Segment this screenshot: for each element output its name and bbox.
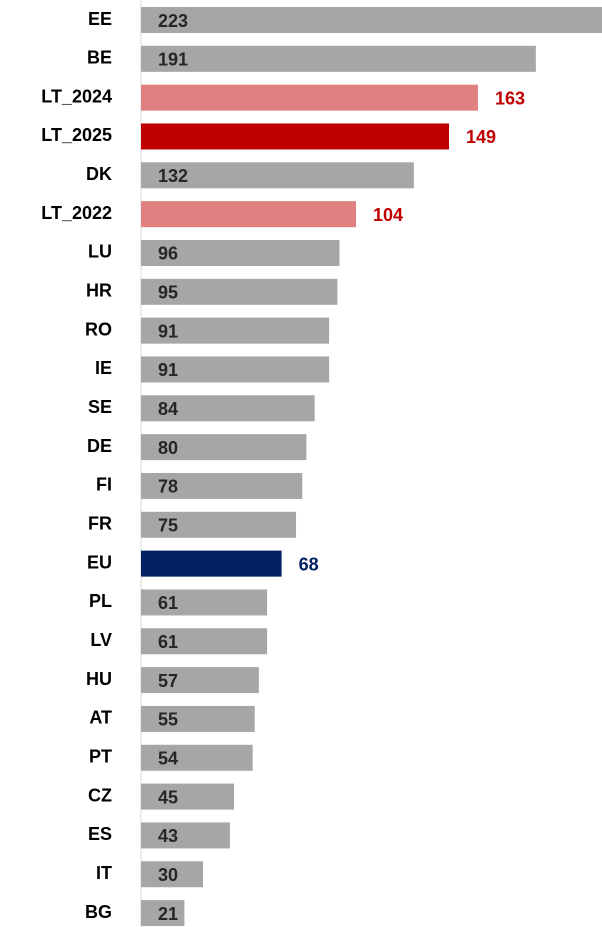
value-label: 61 — [158, 632, 178, 652]
category-label: DE — [87, 436, 112, 456]
bar — [141, 900, 185, 927]
bar — [141, 239, 340, 266]
category-label: BG — [85, 902, 112, 922]
bar — [141, 45, 536, 72]
bar — [141, 628, 268, 655]
bar — [141, 317, 330, 344]
category-label: LT_2025 — [41, 125, 112, 145]
value-label: 61 — [158, 593, 178, 613]
bar — [141, 395, 315, 422]
bar — [141, 356, 330, 383]
category-label: LV — [90, 630, 112, 650]
bar — [141, 7, 602, 33]
value-label: 96 — [158, 244, 178, 264]
value-label: 95 — [158, 283, 178, 303]
bar — [141, 861, 204, 888]
category-label: FI — [96, 475, 112, 495]
category-label: LT_2024 — [41, 86, 112, 106]
category-label: LT_2022 — [41, 203, 112, 223]
bar — [141, 511, 297, 538]
bar — [141, 123, 450, 150]
value-label: 45 — [158, 787, 178, 807]
value-label: 104 — [373, 205, 403, 225]
value-label: 78 — [158, 477, 178, 497]
bar — [141, 667, 259, 694]
category-label: BE — [87, 48, 112, 68]
category-label: IT — [96, 863, 112, 883]
value-label: 75 — [158, 516, 178, 536]
category-label: FR — [88, 514, 112, 534]
category-label: LU — [88, 242, 112, 262]
value-label: 191 — [158, 50, 188, 70]
value-label: 57 — [158, 671, 178, 691]
value-label: 132 — [158, 166, 188, 186]
category-label: PT — [89, 747, 112, 767]
bar — [141, 84, 478, 111]
bar — [141, 783, 235, 810]
bar — [141, 550, 282, 577]
category-label: IE — [95, 358, 112, 378]
value-label: 54 — [158, 749, 178, 769]
category-label: AT — [89, 708, 112, 728]
value-label: 163 — [495, 88, 525, 108]
bar — [141, 589, 268, 616]
category-label: CZ — [88, 785, 112, 805]
value-label: 80 — [158, 438, 178, 458]
value-label: 149 — [466, 127, 496, 147]
value-label: 223 — [158, 11, 188, 31]
value-label: 91 — [158, 360, 178, 380]
bar — [141, 705, 255, 732]
bar — [141, 822, 230, 849]
value-label: 21 — [158, 904, 178, 924]
bar — [141, 278, 338, 305]
category-label: HU — [86, 669, 112, 689]
bar — [141, 162, 414, 189]
category-label: HR — [86, 281, 112, 301]
bar — [141, 434, 307, 461]
bar — [141, 201, 356, 228]
category-label: PL — [89, 591, 112, 611]
value-label: 84 — [158, 399, 178, 419]
category-label: EU — [87, 552, 112, 572]
value-label: 55 — [158, 710, 178, 730]
category-label: RO — [85, 319, 112, 339]
category-label: SE — [88, 397, 112, 417]
value-label: 68 — [299, 554, 319, 574]
value-label: 43 — [158, 826, 178, 846]
category-label: DK — [86, 164, 112, 184]
value-label: 91 — [158, 321, 178, 341]
category-label: EE — [88, 9, 112, 29]
bar — [141, 744, 253, 771]
bar — [141, 472, 303, 499]
value-label: 30 — [158, 865, 178, 885]
category-label: ES — [88, 824, 112, 844]
